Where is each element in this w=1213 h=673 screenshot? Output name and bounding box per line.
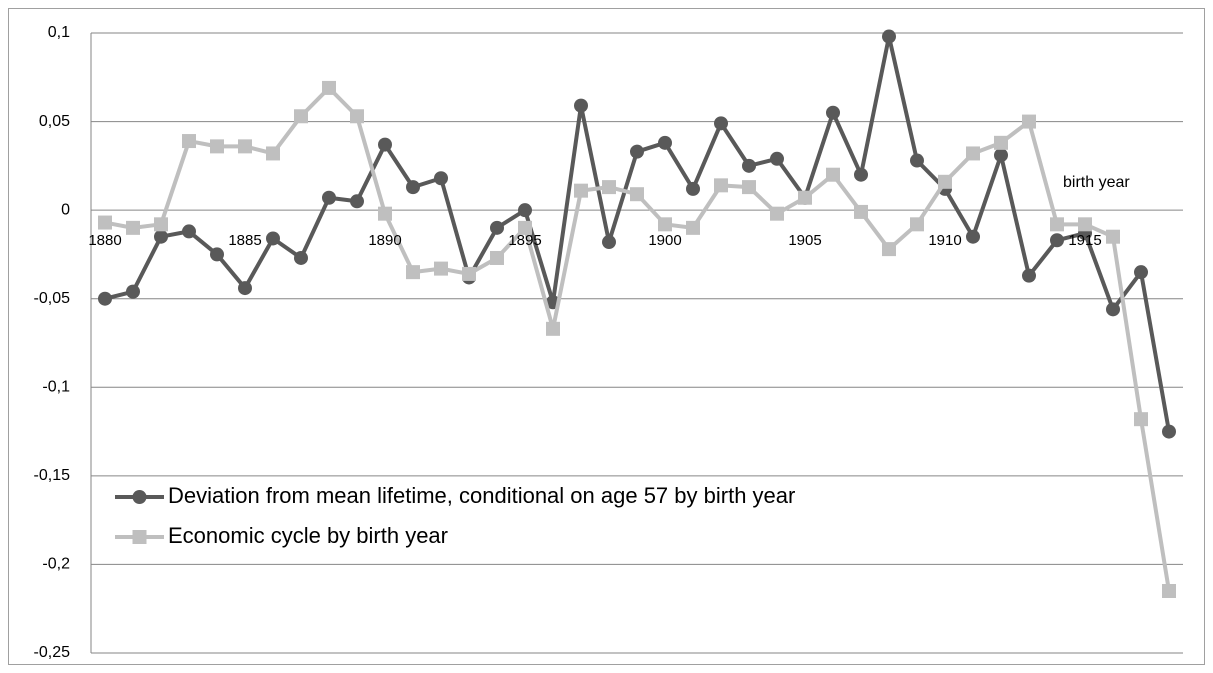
- marker: [294, 250, 308, 265]
- marker: [546, 321, 560, 336]
- marker: [630, 144, 644, 159]
- marker: [1134, 265, 1148, 280]
- x-tick-label: 1905: [788, 232, 821, 249]
- marker: [434, 171, 448, 186]
- marker: [1106, 302, 1120, 317]
- marker: [602, 235, 616, 250]
- marker: [322, 80, 336, 95]
- marker: [1050, 233, 1064, 248]
- marker: [182, 224, 196, 239]
- marker: [98, 291, 112, 306]
- y-tick-label: 0: [61, 201, 70, 218]
- y-tick-label: 0,05: [39, 113, 70, 130]
- marker: [826, 167, 840, 182]
- marker: [350, 109, 364, 124]
- marker: [210, 247, 224, 262]
- marker: [714, 178, 728, 193]
- marker: [322, 190, 336, 205]
- x-tick-label: 1885: [228, 232, 261, 249]
- marker: [966, 146, 980, 161]
- marker: [1134, 412, 1148, 427]
- marker: [294, 109, 308, 124]
- marker: [1050, 217, 1064, 232]
- marker: [126, 220, 140, 235]
- marker: [210, 139, 224, 154]
- marker: [518, 220, 532, 235]
- marker: [1106, 229, 1120, 244]
- marker: [602, 180, 616, 195]
- marker: [182, 134, 196, 149]
- marker: [378, 137, 392, 152]
- marker: [238, 139, 252, 154]
- legend-marker: [132, 530, 147, 544]
- marker: [406, 265, 420, 280]
- marker: [126, 284, 140, 299]
- marker: [854, 204, 868, 219]
- marker: [826, 105, 840, 120]
- marker: [658, 217, 672, 232]
- marker: [574, 98, 588, 113]
- marker: [98, 215, 112, 230]
- y-tick-label: -0,15: [34, 467, 71, 484]
- x-tick-label: 1895: [508, 232, 541, 249]
- marker: [938, 174, 952, 189]
- marker: [574, 183, 588, 198]
- marker: [406, 180, 420, 195]
- marker: [910, 153, 924, 168]
- y-tick-label: -0,2: [42, 556, 70, 573]
- marker: [266, 231, 280, 246]
- marker: [1162, 584, 1176, 598]
- legend-marker: [132, 490, 147, 504]
- marker: [882, 29, 896, 44]
- marker: [490, 250, 504, 265]
- marker: [686, 220, 700, 235]
- marker: [434, 261, 448, 276]
- marker: [966, 229, 980, 244]
- marker: [770, 151, 784, 166]
- marker: [714, 116, 728, 131]
- marker: [994, 135, 1008, 150]
- marker: [994, 148, 1008, 163]
- marker: [742, 158, 756, 173]
- marker: [686, 181, 700, 196]
- marker: [770, 206, 784, 221]
- chart-border: [8, 8, 1205, 665]
- y-tick-label: -0,05: [34, 290, 71, 307]
- y-tick-label: -0,25: [34, 644, 71, 661]
- plot: [98, 29, 1176, 598]
- marker: [854, 167, 868, 182]
- marker: [1022, 114, 1036, 129]
- annotation: birth year: [1063, 174, 1130, 191]
- marker: [882, 242, 896, 257]
- marker: [1162, 424, 1176, 439]
- x-tick-label: 1915: [1068, 232, 1101, 249]
- marker: [742, 180, 756, 195]
- marker: [798, 190, 812, 205]
- marker: [1078, 217, 1092, 232]
- marker: [266, 146, 280, 161]
- marker: [350, 194, 364, 209]
- marker: [238, 281, 252, 296]
- y-tick-label: -0,1: [42, 379, 70, 396]
- grid: [91, 32, 1183, 654]
- x-tick-label: 1890: [368, 232, 401, 249]
- x-tick-label: 1880: [88, 232, 121, 249]
- legend-label: Economic cycle by birth year: [168, 523, 448, 548]
- x-tick-label: 1910: [928, 232, 961, 249]
- x-tick-label: 1900: [648, 232, 681, 249]
- marker: [154, 217, 168, 232]
- y-tick-label: 0,1: [48, 24, 70, 41]
- marker: [630, 187, 644, 202]
- marker: [1022, 268, 1036, 283]
- marker: [154, 229, 168, 244]
- marker: [658, 135, 672, 150]
- marker: [490, 220, 504, 235]
- legend-label: Deviation from mean lifetime, conditiona…: [168, 483, 795, 508]
- marker: [910, 217, 924, 232]
- marker: [462, 266, 476, 281]
- marker: [378, 206, 392, 221]
- marker: [518, 203, 532, 218]
